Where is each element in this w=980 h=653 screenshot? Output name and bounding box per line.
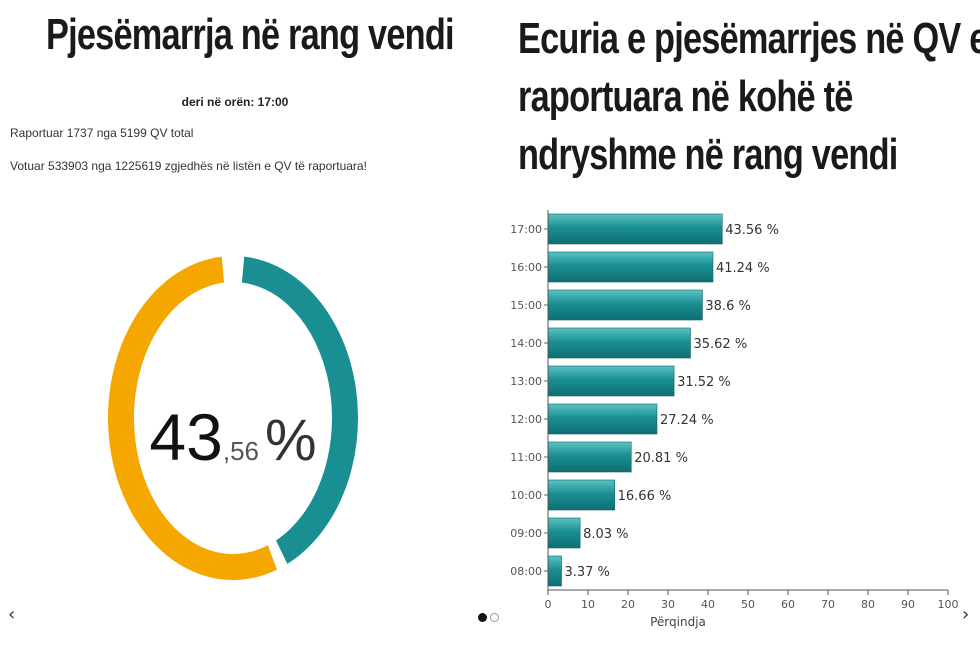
reported-stations-text: Raportuar 1737 nga 5199 QV total xyxy=(10,126,194,140)
category-tick-label: 10:00 xyxy=(510,489,542,502)
next-slide-button[interactable]: › xyxy=(962,604,970,625)
bar-1600 xyxy=(547,251,714,283)
bar-1200 xyxy=(547,403,658,435)
bar-value-label: 35.62 % xyxy=(693,337,747,352)
turnout-donut-chart: 43,56% xyxy=(108,256,358,580)
x-tick-label: 60 xyxy=(781,598,795,611)
bar-1400 xyxy=(547,327,691,359)
bar-0800 xyxy=(547,555,562,587)
x-axis-label: Përqindja xyxy=(650,615,706,629)
x-tick-label: 70 xyxy=(821,598,835,611)
bar-value-label: 31.52 % xyxy=(677,375,731,390)
x-tick-label: 0 xyxy=(545,598,552,611)
until-time-label: deri në orën: 17:00 xyxy=(181,95,289,109)
donut-remaining-segment xyxy=(108,256,277,580)
donut-percent-sign: % xyxy=(265,408,317,473)
category-tick-label: 11:00 xyxy=(510,451,542,464)
category-tick-label: 14:00 xyxy=(510,337,542,350)
category-tick-label: 16:00 xyxy=(510,261,542,274)
x-tick-label: 50 xyxy=(741,598,755,611)
x-tick-label: 30 xyxy=(661,598,675,611)
x-tick-label: 20 xyxy=(621,598,635,611)
right-title-line-1: Ecuria e pjesëmarrjes në QV e xyxy=(518,14,980,63)
voted-count-text: Votuar 533903 nga 1225619 zgjedhës në li… xyxy=(10,159,367,173)
category-tick-label: 13:00 xyxy=(510,375,542,388)
bar-1100 xyxy=(547,441,632,473)
bar-value-label: 3.37 % xyxy=(564,565,609,580)
bar-1700 xyxy=(547,213,723,245)
category-tick-label: 15:00 xyxy=(510,299,542,312)
category-tick-label: 09:00 xyxy=(510,527,542,540)
bar-1500 xyxy=(547,289,703,321)
slide-indicator-dot-2[interactable] xyxy=(490,613,499,622)
x-tick-label: 90 xyxy=(901,598,915,611)
category-tick-label: 17:00 xyxy=(510,223,542,236)
svg-text:43,56%: 43,56% xyxy=(149,400,316,474)
bar-value-label: 8.03 % xyxy=(583,527,628,542)
bar-1300 xyxy=(547,365,675,397)
bar-value-label: 38.6 % xyxy=(705,299,750,314)
slide-indicator-dot-1[interactable] xyxy=(478,613,487,622)
donut-percent-integer: 43 xyxy=(149,400,222,474)
x-tick-label: 100 xyxy=(938,598,959,611)
right-chart-title: Ecuria e pjesëmarrjes në QV e raportuara… xyxy=(518,10,980,184)
turnout-bar-chart: 43.56 % 41.24 % 38.6 % 35.62 % 31.52 % 27.24 … xyxy=(510,210,959,629)
x-tick-label: 80 xyxy=(861,598,875,611)
category-tick-label: 12:00 xyxy=(510,413,542,426)
category-tick-label: 08:00 xyxy=(510,565,542,578)
right-title-line-2: raportuara në kohë të xyxy=(518,72,853,121)
x-tick-label: 40 xyxy=(701,598,715,611)
left-chart-title: Pjesëmarrja në rang vendi xyxy=(46,10,455,59)
bar-1000 xyxy=(547,479,615,511)
bar-value-label: 43.56 % xyxy=(725,223,779,238)
x-tick-label: 10 xyxy=(581,598,595,611)
bar-value-label: 20.81 % xyxy=(634,451,688,466)
previous-slide-button[interactable]: ‹ xyxy=(8,604,16,625)
donut-percent-decimal: ,56 xyxy=(223,436,259,466)
bar-value-label: 16.66 % xyxy=(618,489,672,504)
bar-0900 xyxy=(547,517,581,549)
bar-value-label: 27.24 % xyxy=(660,413,714,428)
donut-turnout-segment xyxy=(241,256,358,564)
right-title-line-3: ndryshme në rang vendi xyxy=(518,130,898,179)
bar-value-label: 41.24 % xyxy=(716,261,770,276)
